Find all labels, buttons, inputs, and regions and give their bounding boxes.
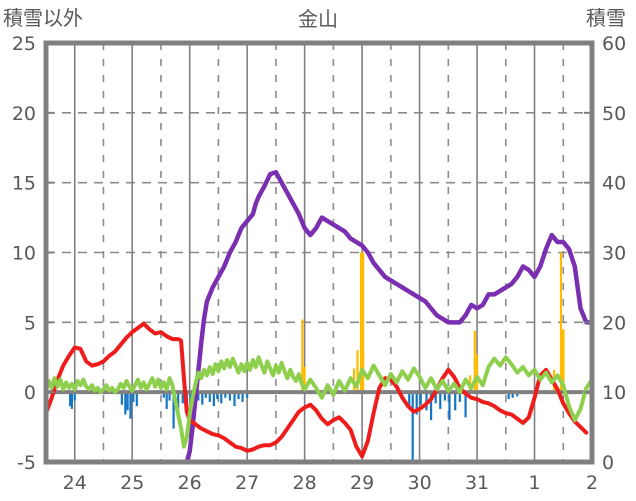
- data-series: [43, 169, 595, 465]
- chart-title: 金山: [298, 7, 338, 31]
- svg-text:40: 40: [602, 173, 626, 195]
- svg-text:26: 26: [178, 472, 202, 494]
- svg-text:28: 28: [293, 472, 317, 494]
- svg-text:30: 30: [407, 472, 431, 494]
- svg-text:25: 25: [120, 472, 144, 494]
- svg-text:24: 24: [63, 472, 87, 494]
- svg-text:1: 1: [528, 472, 540, 494]
- svg-text:60: 60: [602, 33, 626, 55]
- precipitation-bars: [69, 392, 519, 464]
- svg-text:15: 15: [12, 173, 36, 195]
- svg-text:5: 5: [24, 312, 36, 334]
- svg-text:20: 20: [602, 312, 626, 334]
- svg-text:25: 25: [12, 33, 36, 55]
- svg-text:0: 0: [24, 382, 36, 404]
- svg-text:29: 29: [350, 472, 374, 494]
- svg-text:30: 30: [602, 243, 626, 265]
- left-axis-title: 積雪以外: [3, 6, 83, 30]
- svg-text:31: 31: [465, 472, 489, 494]
- right-axis-title: 積雪: [586, 6, 626, 30]
- svg-text:20: 20: [12, 103, 36, 125]
- svg-text:2: 2: [586, 472, 598, 494]
- svg-text:0: 0: [602, 452, 614, 474]
- svg-text:27: 27: [235, 472, 259, 494]
- svg-text:10: 10: [12, 243, 36, 265]
- svg-text:50: 50: [602, 103, 626, 125]
- svg-text:10: 10: [602, 382, 626, 404]
- svg-text:-5: -5: [17, 452, 36, 474]
